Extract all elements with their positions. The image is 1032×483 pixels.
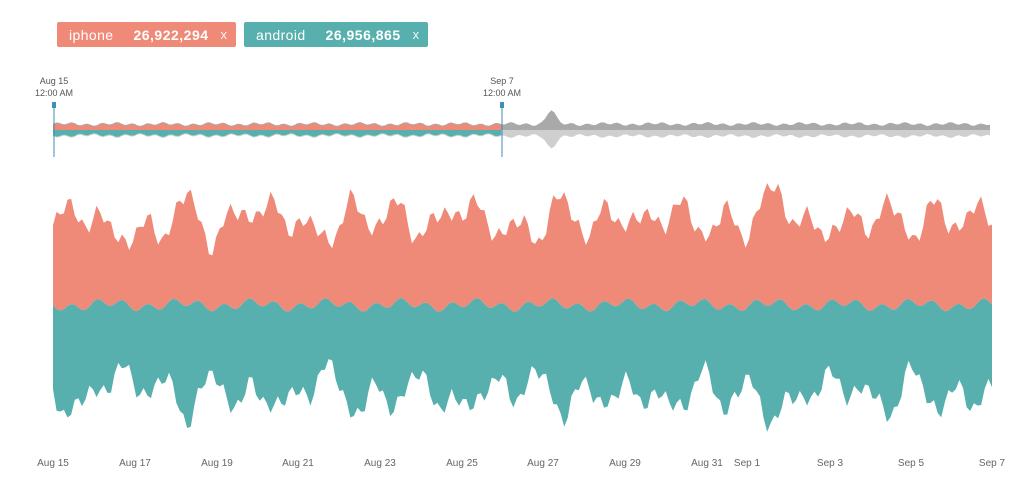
brush-end-grip[interactable] [500,102,504,108]
x-tick-label: Aug 21 [282,458,314,469]
x-tick-label: Aug 15 [37,458,69,469]
x-tick-label: Aug 19 [201,458,233,469]
overview-brush[interactable]: Aug 15 12:00 AM Sep 7 12:00 AM [35,76,990,157]
x-axis: Aug 15 Aug 17 Aug 19 Aug 21 Aug 23 Aug 25 Aug … [37,458,1005,469]
overview-area-upper [53,110,990,130]
main-stream-areas [53,183,992,432]
overview-selected-android [53,130,502,137]
x-tick-label: Aug 27 [527,458,559,469]
legend-count: 26,922,294 [133,26,209,43]
brush-end-time: 12:00 AM [483,88,521,98]
brush-start-time: 12:00 AM [35,88,73,98]
brush-start-date: Aug 15 [40,76,69,86]
overview-selected-iphone [53,123,502,130]
x-tick-label: Sep 1 [734,458,761,469]
x-tick-label: Sep 5 [898,458,925,469]
overview-area-lower [53,130,990,149]
x-tick-label: Aug 29 [609,458,641,469]
series-area-android[interactable] [53,298,992,432]
x-tick-label: Aug 31 [691,458,723,469]
legend: iphone 26,922,294 x android 26,956,865 x [57,22,429,47]
series-area-iphone[interactable] [53,183,992,312]
close-icon[interactable]: x [220,27,228,42]
legend-name: iphone [69,26,114,43]
legend-count: 26,956,865 [325,26,401,43]
x-tick-label: Sep 7 [979,458,1006,469]
brush-end-date: Sep 7 [490,76,514,86]
legend-chip-iphone[interactable]: iphone 26,922,294 x [57,22,237,47]
x-tick-label: Aug 23 [364,458,396,469]
legend-chip-android[interactable]: android 26,956,865 x [244,22,429,47]
brush-start-grip[interactable] [52,102,56,108]
close-icon[interactable]: x [412,27,420,42]
x-tick-label: Aug 25 [446,458,478,469]
x-tick-label: Sep 3 [817,458,844,469]
x-tick-label: Aug 17 [119,458,151,469]
legend-name: android [256,26,306,43]
